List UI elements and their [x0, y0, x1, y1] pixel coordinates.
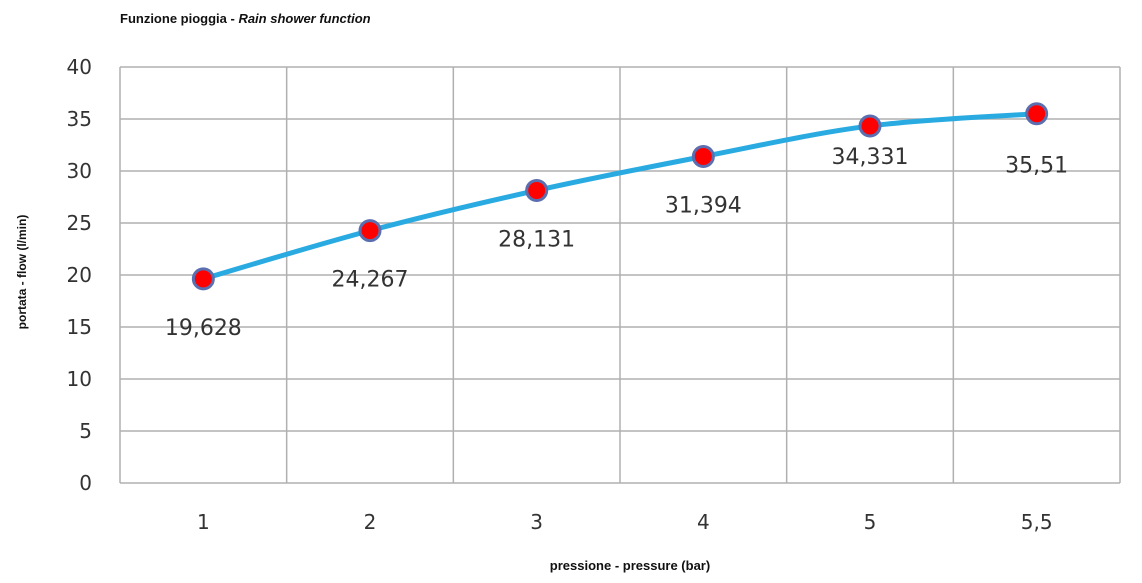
data-labels: 19,628 24,267 28,131 31,394 34,331 35,51: [165, 145, 1068, 341]
y-tick-label: 35: [67, 107, 92, 131]
x-tick-label: 5,5: [1021, 510, 1053, 534]
data-label: 35,51: [1005, 154, 1068, 179]
y-tick-labels: 0 5 10 15 20 25 30 35 40: [67, 55, 92, 495]
y-tick-label: 30: [67, 159, 92, 183]
data-point-marker: [858, 114, 882, 138]
x-tick-label: 3: [530, 510, 543, 534]
data-point-marker: [191, 267, 215, 291]
data-point-marker: [691, 145, 715, 169]
chart-title-italian: Funzione pioggia -: [120, 11, 239, 26]
y-tick-label: 25: [67, 211, 92, 235]
x-tick-label: 4: [697, 510, 710, 534]
x-tick-label: 2: [364, 510, 377, 534]
y-tick-label: 15: [67, 315, 92, 339]
y-tick-label: 0: [79, 471, 92, 495]
data-label: 28,131: [498, 227, 575, 252]
data-label: 34,331: [832, 145, 909, 170]
y-tick-label: 40: [67, 55, 92, 79]
chart-title-english: Rain shower function: [238, 11, 371, 26]
x-tick-label: 5: [864, 510, 877, 534]
x-tick-labels: 1 2 3 4 5 5,5: [197, 510, 1053, 534]
gridlines: [119, 66, 1121, 484]
chart-title: Funzione pioggia - Rain shower function: [120, 11, 371, 26]
x-axis-label: pressione - pressure (bar): [549, 558, 711, 573]
x-tick-label: 1: [197, 510, 210, 534]
data-point-marker: [358, 219, 382, 243]
data-series: [191, 102, 1049, 291]
data-label: 31,394: [665, 194, 742, 219]
data-point-marker: [1025, 102, 1049, 126]
y-tick-label: 20: [67, 263, 92, 287]
data-point-marker: [525, 178, 549, 202]
y-tick-label: 10: [67, 367, 92, 391]
data-label: 24,267: [332, 268, 409, 293]
data-label: 19,628: [165, 316, 242, 341]
y-tick-label: 5: [79, 419, 92, 443]
